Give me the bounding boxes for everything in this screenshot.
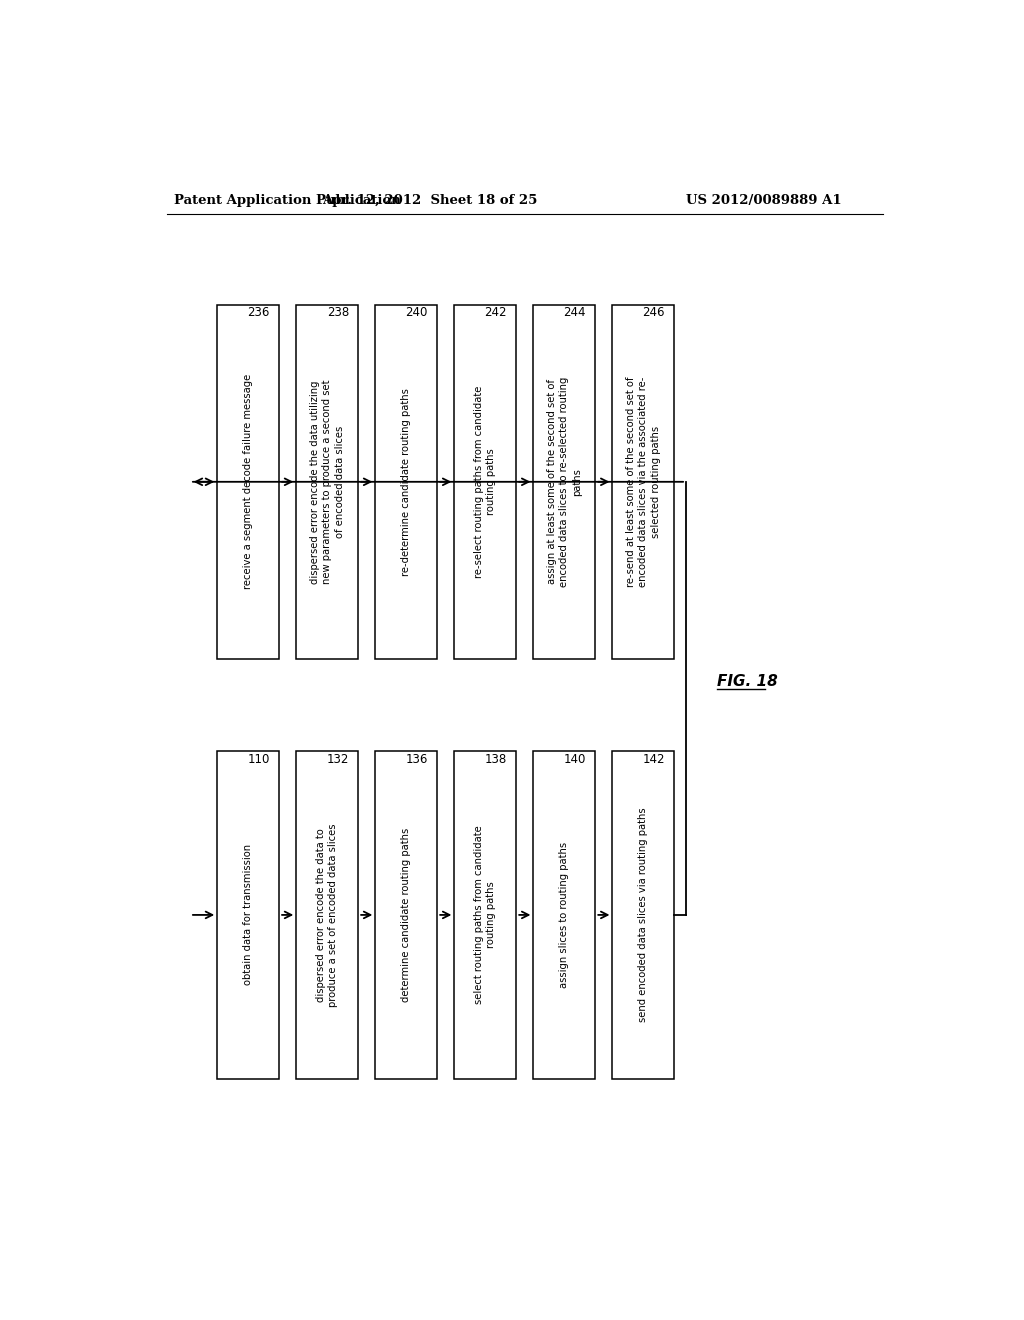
Text: 244: 244 — [563, 306, 586, 319]
Bar — [296, 305, 358, 659]
Bar — [455, 751, 516, 1078]
Text: 240: 240 — [406, 306, 428, 319]
Text: 140: 140 — [563, 752, 586, 766]
Text: 132: 132 — [327, 752, 349, 766]
Text: assign at least some of the second set of
encoded data slices to re-selected rou: assign at least some of the second set o… — [547, 376, 582, 587]
Bar — [534, 751, 595, 1078]
Text: Patent Application Publication: Patent Application Publication — [174, 194, 401, 207]
Bar — [217, 305, 280, 659]
Text: re-select routing paths from candidate
routing paths: re-select routing paths from candidate r… — [474, 385, 497, 578]
Text: determine candidate routing paths: determine candidate routing paths — [401, 828, 412, 1002]
Bar — [375, 305, 437, 659]
Text: 136: 136 — [406, 752, 428, 766]
Text: 242: 242 — [484, 306, 507, 319]
Text: re-determine candidate routing paths: re-determine candidate routing paths — [401, 388, 412, 576]
Text: FIG. 18: FIG. 18 — [717, 675, 778, 689]
Bar — [612, 751, 675, 1078]
Text: Apr. 12, 2012  Sheet 18 of 25: Apr. 12, 2012 Sheet 18 of 25 — [323, 194, 538, 207]
Text: dispersed error encode the data utilizing
new parameters to produce a second set: dispersed error encode the data utilizin… — [310, 380, 344, 583]
Text: select routing paths from candidate
routing paths: select routing paths from candidate rout… — [474, 825, 497, 1005]
Text: 138: 138 — [484, 752, 507, 766]
Text: 238: 238 — [327, 306, 349, 319]
Bar — [375, 751, 437, 1078]
Bar — [612, 305, 675, 659]
Bar — [296, 751, 358, 1078]
Text: re-send at least some of the second set of
encoded data slices via the associate: re-send at least some of the second set … — [626, 376, 660, 587]
Bar — [217, 751, 280, 1078]
Text: 246: 246 — [643, 306, 665, 319]
Text: US 2012/0089889 A1: US 2012/0089889 A1 — [686, 194, 842, 207]
Text: 236: 236 — [248, 306, 270, 319]
Text: receive a segment decode failure message: receive a segment decode failure message — [243, 374, 253, 590]
Text: obtain data for transmission: obtain data for transmission — [243, 845, 253, 986]
Text: assign slices to routing paths: assign slices to routing paths — [559, 842, 569, 987]
Text: 142: 142 — [643, 752, 665, 766]
Text: 110: 110 — [248, 752, 270, 766]
Text: dispersed error encode the data to
produce a set of encoded data slices: dispersed error encode the data to produ… — [316, 824, 338, 1007]
Bar — [534, 305, 595, 659]
Text: send encoded data slices via routing paths: send encoded data slices via routing pat… — [638, 808, 648, 1022]
Bar — [455, 305, 516, 659]
